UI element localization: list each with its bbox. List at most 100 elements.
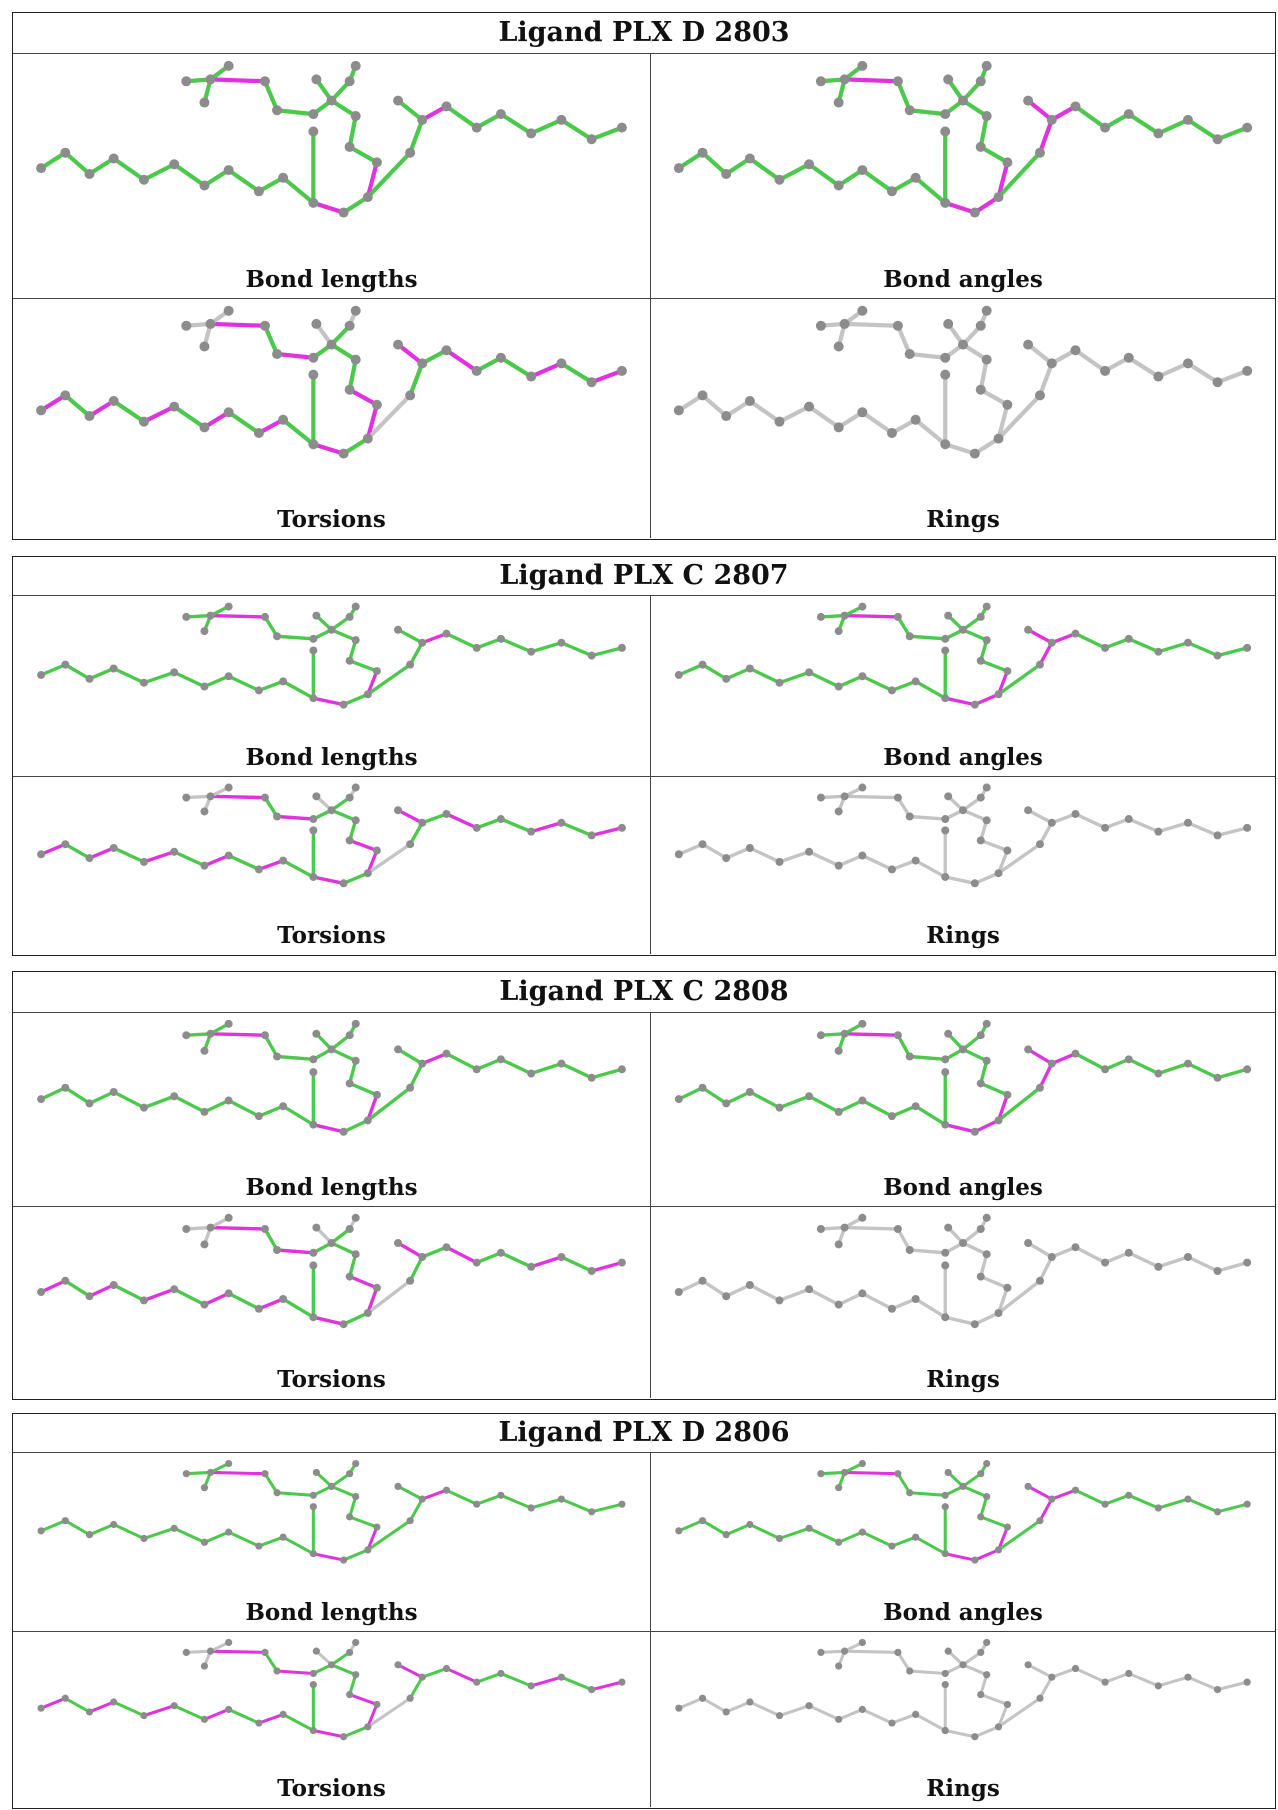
bond bbox=[172, 670, 207, 689]
bond bbox=[943, 442, 977, 456]
atom bbox=[417, 114, 428, 125]
bond bbox=[396, 1484, 424, 1501]
atom bbox=[588, 1508, 596, 1516]
bond bbox=[396, 1241, 424, 1259]
bond bbox=[842, 794, 900, 800]
atom bbox=[169, 159, 180, 170]
atom bbox=[834, 807, 843, 816]
ligand-title: Ligand PLX C 2808 bbox=[499, 976, 789, 1007]
atom bbox=[911, 677, 920, 686]
bond bbox=[142, 1287, 176, 1303]
atom bbox=[1213, 1508, 1222, 1516]
atom bbox=[351, 816, 360, 825]
bond bbox=[408, 821, 424, 846]
bond bbox=[700, 842, 728, 860]
bond bbox=[172, 1526, 206, 1544]
atom bbox=[744, 396, 755, 406]
bond bbox=[444, 1051, 479, 1071]
bond bbox=[1073, 812, 1107, 830]
panel-angles: Bond angles bbox=[651, 1013, 1275, 1206]
atom bbox=[352, 1492, 360, 1501]
bond bbox=[87, 1700, 116, 1714]
atom bbox=[1024, 625, 1033, 634]
atom bbox=[805, 1092, 814, 1101]
atom bbox=[1035, 1276, 1044, 1285]
atom bbox=[139, 1296, 148, 1305]
atom bbox=[394, 1045, 403, 1054]
bond bbox=[978, 113, 989, 150]
atom bbox=[255, 1542, 263, 1550]
bond bbox=[311, 1315, 346, 1326]
bond bbox=[142, 1704, 176, 1718]
atom bbox=[351, 1056, 360, 1065]
bond bbox=[1038, 1675, 1054, 1700]
bond bbox=[263, 1472, 279, 1495]
atom bbox=[225, 1705, 233, 1714]
atom bbox=[373, 1523, 381, 1531]
atom bbox=[254, 686, 263, 695]
bond bbox=[347, 113, 358, 150]
bond bbox=[700, 1519, 728, 1537]
atom bbox=[1183, 638, 1192, 647]
atom bbox=[223, 407, 234, 418]
bond bbox=[366, 1525, 379, 1552]
bond bbox=[275, 1669, 315, 1676]
atom bbox=[994, 1723, 1003, 1731]
bond bbox=[366, 669, 379, 697]
atom bbox=[944, 611, 953, 620]
bond bbox=[347, 1274, 379, 1290]
atom bbox=[1183, 1059, 1192, 1068]
panel-rings: Rings bbox=[651, 777, 1275, 954]
atom bbox=[345, 793, 354, 802]
bond bbox=[529, 641, 564, 654]
bond bbox=[996, 1702, 1009, 1729]
bond bbox=[202, 1530, 231, 1544]
atom bbox=[674, 1095, 683, 1104]
bond bbox=[87, 666, 116, 681]
molecule-diagram bbox=[37, 1019, 626, 1136]
atom bbox=[61, 1517, 69, 1525]
atom bbox=[206, 1468, 215, 1477]
bond bbox=[263, 1033, 279, 1059]
bond bbox=[475, 1671, 503, 1684]
atom bbox=[312, 1468, 320, 1477]
atom bbox=[834, 682, 843, 691]
atom bbox=[496, 634, 505, 643]
atom bbox=[698, 840, 707, 849]
atom bbox=[586, 134, 597, 145]
atom bbox=[372, 846, 381, 855]
bond bbox=[342, 1725, 370, 1739]
atom bbox=[339, 700, 348, 709]
atom bbox=[698, 1694, 707, 1702]
bond bbox=[978, 357, 989, 392]
atom bbox=[912, 1710, 920, 1718]
bond bbox=[748, 1700, 782, 1718]
bond bbox=[1038, 1497, 1054, 1523]
bond bbox=[63, 150, 92, 177]
atom bbox=[350, 111, 361, 122]
bond bbox=[184, 613, 213, 619]
bond bbox=[1186, 821, 1220, 838]
atom bbox=[363, 1309, 372, 1317]
atom bbox=[983, 1638, 991, 1647]
bond bbox=[1038, 1255, 1054, 1283]
bond bbox=[226, 1291, 261, 1311]
bond bbox=[39, 1519, 67, 1533]
bond bbox=[996, 402, 1010, 441]
atom bbox=[140, 1534, 148, 1543]
bond bbox=[87, 1090, 116, 1106]
atom bbox=[940, 197, 951, 208]
atom bbox=[225, 1638, 233, 1647]
atom bbox=[675, 1527, 683, 1535]
atom bbox=[205, 318, 216, 329]
atom bbox=[442, 1664, 451, 1673]
atom bbox=[835, 1715, 843, 1723]
atom bbox=[959, 1482, 967, 1490]
atom bbox=[309, 1726, 317, 1735]
bond bbox=[341, 871, 370, 885]
bond bbox=[275, 814, 316, 821]
bond bbox=[226, 167, 262, 194]
atom bbox=[350, 60, 361, 71]
panel-torsions: Torsions bbox=[13, 777, 650, 954]
bond bbox=[806, 404, 841, 430]
